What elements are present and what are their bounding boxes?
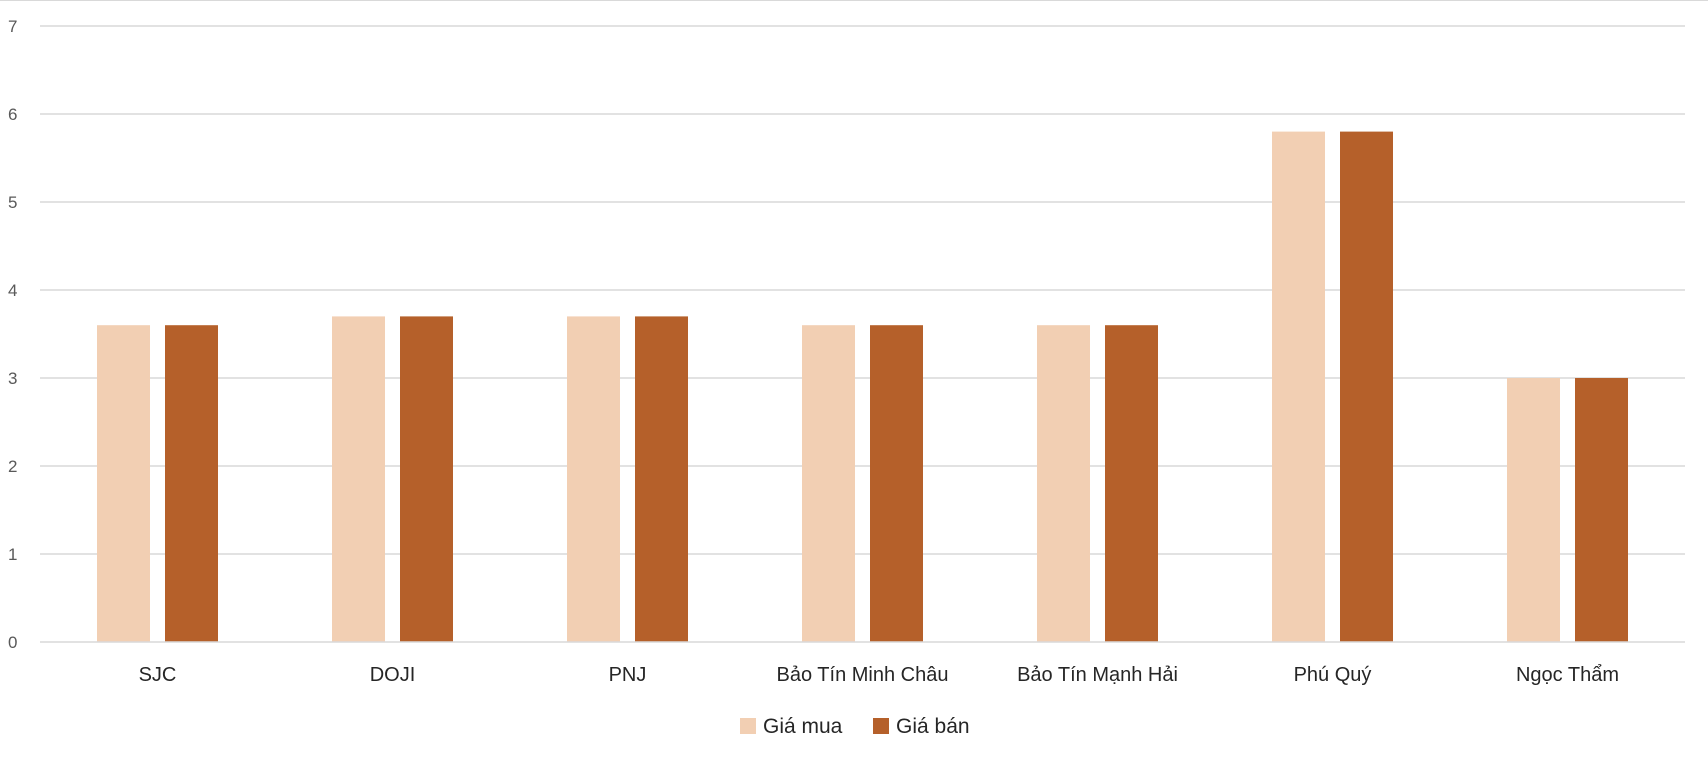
x-axis-category-labels: SJC DOJI PNJ Bảo Tín Minh Châu Bảo Tín Mạnh …: [139, 664, 1619, 686]
bar-gia-ban: [1575, 378, 1628, 642]
legend-label: Giá mua: [763, 715, 843, 738]
bar-gia-mua: [97, 325, 150, 642]
bar-gia-ban: [1340, 131, 1393, 642]
gridlines: [40, 25, 1685, 555]
x-category-label: PNJ: [609, 664, 647, 686]
y-tick-label: 0: [8, 633, 17, 652]
legend-label: Giá bán: [896, 715, 970, 738]
bar-gia-mua: [1037, 325, 1090, 642]
y-tick-label: 3: [8, 369, 17, 388]
legend-swatch: [873, 718, 889, 734]
y-tick-label: 5: [8, 193, 17, 212]
y-tick-label: 1: [8, 545, 17, 564]
x-category-label: Bảo Tín Mạnh Hải: [1017, 664, 1178, 686]
bar-gia-mua: [567, 316, 620, 642]
bar-gia-ban: [400, 316, 453, 642]
legend: Giá mua Giá bán: [740, 715, 970, 738]
bar-gia-mua: [1272, 131, 1325, 642]
x-category-label: DOJI: [370, 664, 416, 686]
legend-swatch: [740, 718, 756, 734]
y-tick-label: 2: [8, 457, 17, 476]
x-category-label: Ngọc Thẩm: [1516, 664, 1619, 686]
y-axis-tick-labels: 0 1 2 3 4 5 6 7: [8, 17, 17, 652]
y-tick-label: 6: [8, 105, 17, 124]
x-category-label: Bảo Tín Minh Châu: [777, 664, 949, 686]
bar-gia-ban: [1105, 325, 1158, 642]
bar-gia-mua: [802, 325, 855, 642]
x-category-label: Phú Quý: [1294, 664, 1372, 686]
y-tick-label: 4: [8, 281, 17, 300]
y-tick-label: 7: [8, 17, 17, 36]
bar-gia-mua: [1507, 378, 1560, 642]
bar-gia-ban: [635, 316, 688, 642]
bar-gia-ban: [870, 325, 923, 642]
x-category-label: SJC: [139, 664, 177, 686]
bar-gia-ban: [165, 325, 218, 642]
bars: [97, 131, 1628, 642]
bar-gia-mua: [332, 316, 385, 642]
